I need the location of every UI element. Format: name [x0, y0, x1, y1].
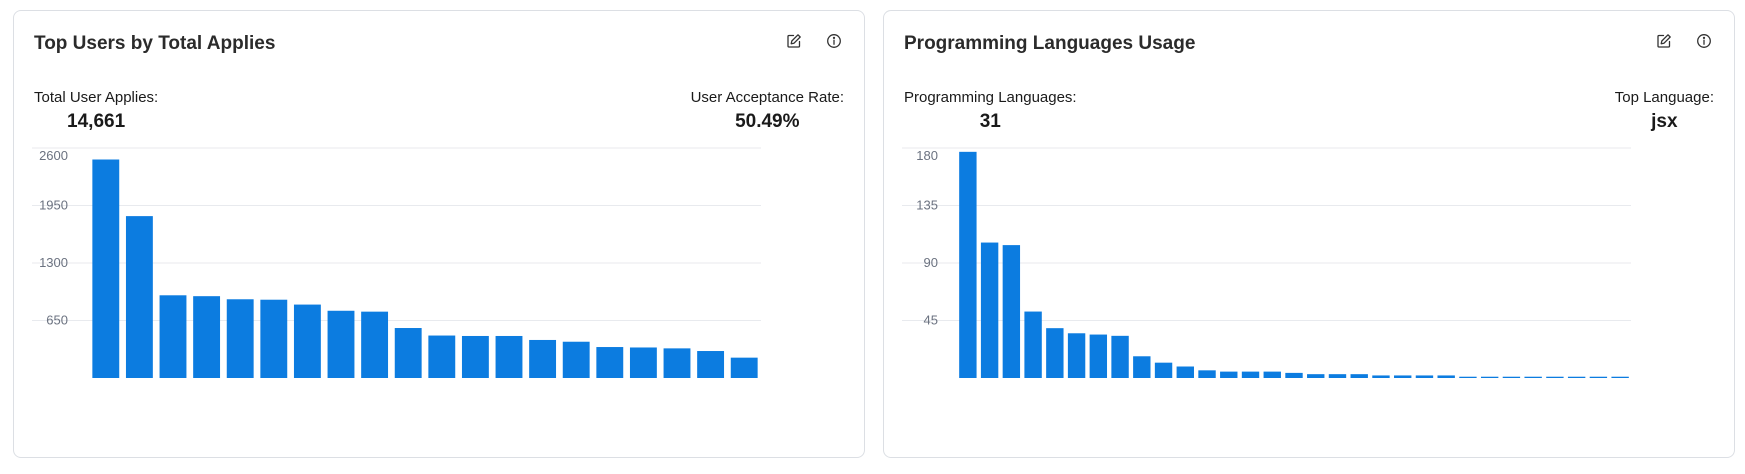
y-tick-label: 2600 [39, 148, 68, 163]
bar[interactable] [1263, 371, 1281, 378]
bar[interactable] [1502, 376, 1521, 378]
bar[interactable] [730, 357, 758, 378]
bar[interactable] [361, 311, 389, 378]
bar[interactable] [1394, 375, 1412, 378]
bar[interactable] [495, 335, 523, 378]
y-tick-label: 90 [924, 255, 938, 270]
edit-icon[interactable] [1651, 28, 1677, 54]
y-tick-label: 1950 [39, 198, 68, 213]
bar[interactable] [1459, 376, 1477, 378]
top-users-card: Top Users by Total Applies Total User Ap… [13, 10, 865, 458]
bar[interactable] [596, 347, 624, 378]
user-acceptance-rate-stat: User Acceptance Rate: 50.49% [691, 89, 844, 133]
info-icon[interactable] [821, 28, 847, 54]
y-tick-label: 1300 [39, 255, 68, 270]
bar[interactable] [1154, 362, 1173, 378]
bar[interactable] [529, 339, 557, 378]
bar[interactable] [159, 295, 187, 378]
bar[interactable] [1002, 245, 1021, 378]
bar[interactable] [629, 347, 657, 378]
bar[interactable] [125, 216, 153, 378]
stat-value: jsx [1651, 111, 1678, 132]
languages-bar-chart: 45 90 135 180 [902, 147, 1631, 379]
stat-label: Programming Languages: [904, 89, 1077, 106]
card-title: Programming Languages Usage [904, 33, 1196, 54]
edit-icon[interactable] [781, 28, 807, 54]
bar[interactable] [1437, 375, 1455, 378]
bar[interactable] [1372, 375, 1390, 378]
y-tick-label: 180 [916, 148, 938, 163]
bar[interactable] [1089, 334, 1108, 378]
bar[interactable] [980, 242, 999, 378]
bar[interactable] [394, 328, 422, 378]
bar[interactable] [1198, 370, 1216, 378]
bar[interactable] [327, 310, 355, 378]
bar[interactable] [1220, 371, 1238, 378]
bar[interactable] [1285, 372, 1303, 378]
bar[interactable] [1307, 374, 1325, 378]
stat-label: Total User Applies: [34, 89, 159, 106]
stat-label: User Acceptance Rate: [690, 89, 844, 106]
programming-languages-card: Programming Languages Usage Programming … [883, 10, 1735, 458]
bar[interactable] [92, 159, 120, 379]
bar[interactable] [959, 151, 977, 378]
top-language-stat: Top Language: jsx [1615, 89, 1714, 133]
bar[interactable] [226, 299, 254, 378]
y-tick-label: 650 [46, 313, 68, 328]
programming-languages-stat: Programming Languages: 31 [904, 89, 1077, 133]
bar[interactable] [1524, 376, 1542, 378]
bar[interactable] [697, 351, 725, 378]
bar[interactable] [428, 335, 456, 378]
card-title: Top Users by Total Applies [34, 33, 276, 54]
top-users-bar-chart: 650 1300 1950 2600 [32, 147, 761, 379]
bar[interactable] [193, 296, 221, 378]
bar[interactable] [1046, 328, 1064, 378]
bar[interactable] [1111, 335, 1129, 378]
bar[interactable] [1176, 366, 1194, 379]
stat-label: Top Language: [1614, 89, 1714, 106]
bar[interactable] [1415, 375, 1434, 378]
y-tick-label: 45 [924, 313, 938, 328]
bar[interactable] [1350, 374, 1368, 378]
info-icon[interactable] [1691, 28, 1717, 54]
bar[interactable] [1133, 356, 1151, 378]
bar[interactable] [1611, 376, 1629, 378]
bar[interactable] [562, 341, 590, 378]
bar[interactable] [293, 304, 321, 378]
total-user-applies-stat: Total User Applies: 14,661 [34, 89, 158, 133]
stat-value: 50.49% [735, 111, 800, 132]
stat-value: 31 [979, 111, 1001, 132]
bar[interactable] [1567, 376, 1586, 378]
bar[interactable] [663, 348, 691, 378]
stat-value: 14,661 [67, 111, 126, 132]
y-tick-label: 135 [916, 198, 938, 213]
bar[interactable] [1067, 333, 1086, 378]
bar[interactable] [1024, 311, 1042, 378]
bar[interactable] [1328, 374, 1347, 378]
bar[interactable] [1589, 376, 1608, 378]
bar[interactable] [1241, 371, 1260, 378]
bar[interactable] [260, 299, 288, 378]
bar[interactable] [461, 335, 489, 378]
bar[interactable] [1480, 376, 1499, 378]
bar[interactable] [1546, 376, 1564, 378]
